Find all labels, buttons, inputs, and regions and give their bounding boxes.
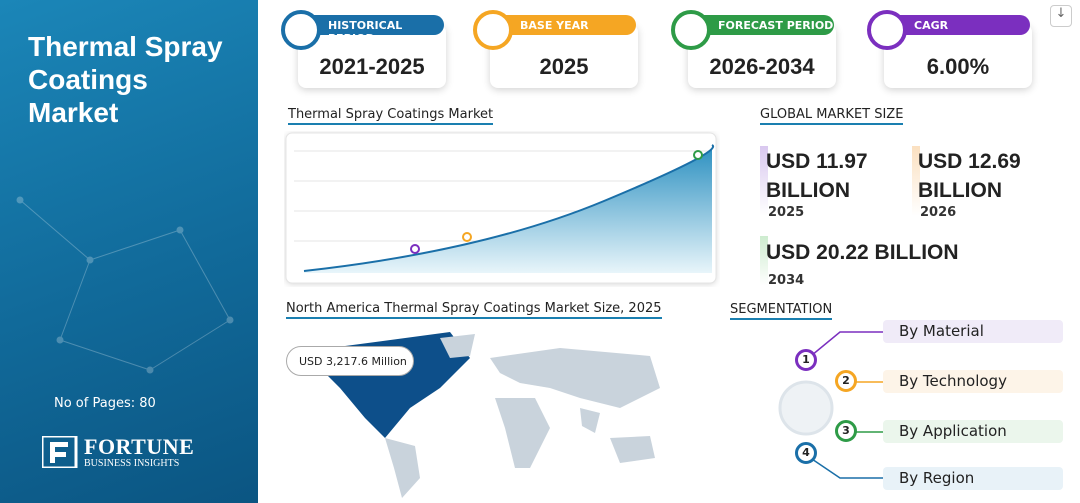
trend-chart	[285, 132, 717, 284]
accent-bar	[912, 146, 920, 216]
stat-icon	[867, 10, 907, 50]
report-title: Thermal Spray Coatings Market	[28, 31, 223, 128]
section-title: SEGMENTATION	[730, 302, 833, 320]
segment-label: By Technology	[883, 370, 1063, 393]
download-button[interactable]: ↓	[1050, 5, 1072, 27]
network-decoration	[16, 196, 234, 374]
page-count: No of Pages: 80	[54, 396, 156, 411]
stat-label: BASE YEAR	[476, 15, 636, 35]
segment-connectors	[778, 331, 884, 479]
segment-label: By Application	[883, 420, 1063, 443]
stat-label: HISTORICAL PERIOD	[284, 15, 444, 45]
segment-number: 1	[795, 349, 817, 371]
sidebar	[0, 0, 258, 503]
brand-name: FORTUNE	[84, 434, 195, 459]
brand-logo	[42, 436, 78, 468]
stat-icon	[473, 10, 513, 50]
accent-bar	[760, 236, 768, 286]
brand-tagline: BUSINESS INSIGHTS	[84, 458, 180, 469]
segment-number: 2	[835, 370, 857, 392]
accent-bar	[760, 146, 768, 216]
section-title: North America Thermal Spray Coatings Mar…	[286, 301, 662, 319]
stat-icon	[671, 10, 711, 50]
market-value: USD 12.69 BILLION	[918, 150, 1021, 202]
section-title: Thermal Spray Coatings Market	[288, 107, 494, 125]
segment-number: 4	[795, 442, 817, 464]
segment-label: By Region	[883, 467, 1063, 490]
market-year: 2026	[920, 205, 957, 220]
segment-label: By Material	[883, 320, 1063, 343]
stat-icon	[281, 10, 321, 50]
market-value: USD 11.97 BILLION	[766, 150, 868, 202]
market-year: 2034	[768, 273, 805, 288]
section-title: GLOBAL MARKET SIZE	[760, 107, 904, 125]
region-callout: USD 3,217.6 Million	[286, 346, 414, 376]
stat-label: CAGR	[870, 15, 1030, 35]
market-year: 2025	[768, 205, 805, 220]
stat-label: FORECAST PERIOD	[674, 15, 834, 35]
segment-number: 3	[835, 420, 857, 442]
market-value: USD 20.22 BILLION	[766, 241, 959, 264]
